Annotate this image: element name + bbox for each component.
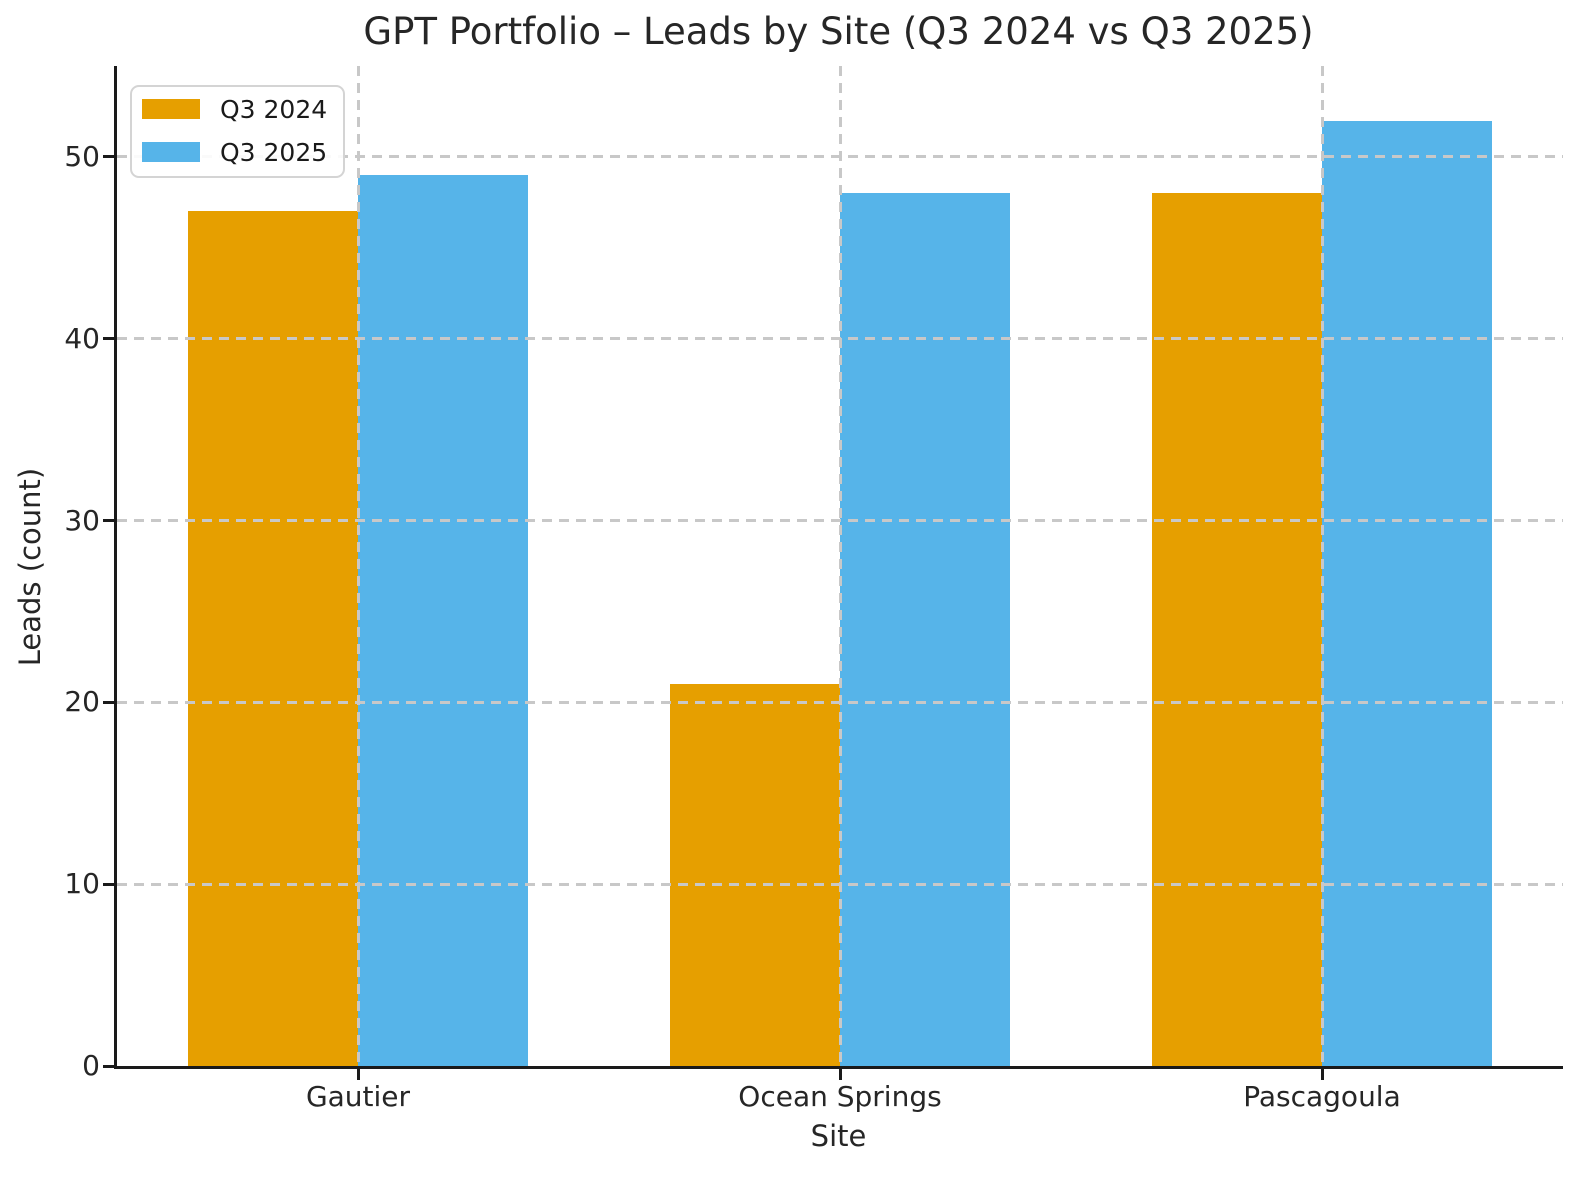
y-tick-0 <box>103 1065 114 1068</box>
x-tick-pascagoula <box>1321 1069 1324 1080</box>
y-tick-label-20: 20 <box>64 685 100 718</box>
legend-label-q3-2024: Q3 2024 <box>220 94 328 124</box>
x-tick-ocean-springs <box>839 1069 842 1080</box>
legend-swatch-q3-2024 <box>142 99 200 119</box>
x-axis-label: Site <box>810 1119 867 1153</box>
y-tick-40 <box>103 337 114 340</box>
y-tick-label-0: 0 <box>82 1049 100 1082</box>
legend-swatch-q3-2025 <box>142 142 200 162</box>
legend-item-q3-2025: Q3 2025 <box>142 138 327 167</box>
y-tick-label-50: 50 <box>64 140 100 173</box>
gridline-x-pascagoula <box>1321 66 1324 1066</box>
chart-title: GPT Portfolio – Leads by Site (Q3 2024 v… <box>363 10 1314 53</box>
bar-q3-2025-gautier <box>358 175 528 1066</box>
y-tick-label-10: 10 <box>64 867 100 900</box>
y-tick-50 <box>103 155 114 158</box>
plot-area <box>114 66 1563 1069</box>
legend: Q3 2024 Q3 2025 <box>130 85 346 178</box>
y-tick-label-30: 30 <box>64 504 100 537</box>
bar-q3-2025-ocean-springs <box>840 193 1010 1066</box>
x-tick-label-gautier: Gautier <box>305 1080 411 1113</box>
legend-item-q3-2024: Q3 2024 <box>142 95 327 124</box>
bar-q3-2024-pascagoula <box>1152 193 1322 1066</box>
x-tick-label-pascagoula: Pascagoula <box>1243 1080 1401 1113</box>
y-tick-30 <box>103 519 114 522</box>
gridline-x-ocean-springs <box>839 66 842 1066</box>
y-tick-10 <box>103 883 114 886</box>
gridline-x-gautier <box>357 66 360 1066</box>
x-tick-label-ocean-springs: Ocean Springs <box>738 1080 942 1113</box>
legend-label-q3-2025: Q3 2025 <box>220 137 328 167</box>
y-tick-label-40: 40 <box>64 322 100 355</box>
bar-q3-2024-gautier <box>188 211 358 1066</box>
x-tick-gautier <box>357 1069 360 1080</box>
bar-q3-2025-pascagoula <box>1322 121 1492 1066</box>
bar-q3-2024-ocean-springs <box>670 684 840 1066</box>
y-tick-20 <box>103 701 114 704</box>
